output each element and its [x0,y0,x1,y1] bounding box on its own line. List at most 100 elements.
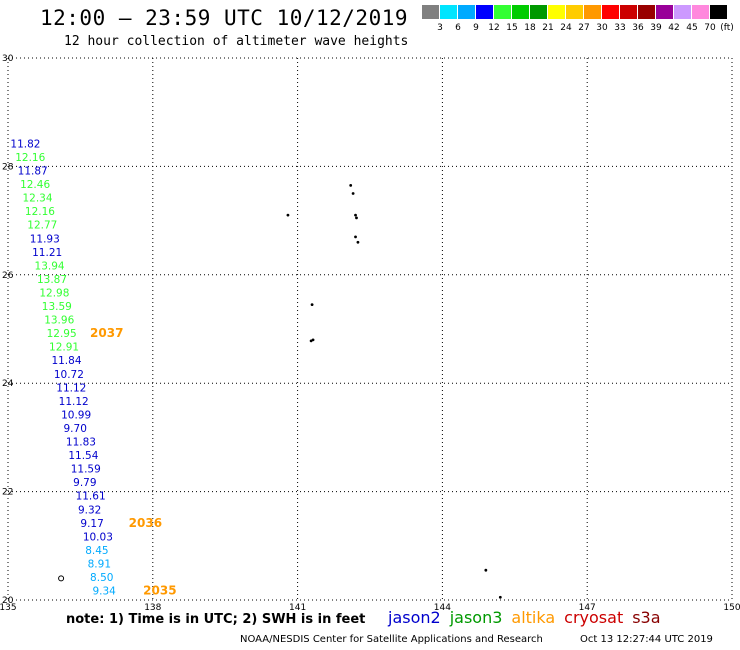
coastline-dot [354,235,357,239]
y-tick-label: 20 [2,596,14,606]
colorbar-swatch [548,5,565,19]
colorbar-label: 36 [632,23,644,33]
colorbar-swatch [512,5,529,19]
coastline-dot [484,568,488,572]
coastline-dot [354,213,357,217]
colorbar-label: 42 [668,23,680,33]
colorbar-swatch [620,5,637,19]
satellite-legend-item: altika [511,608,556,627]
x-tick-label: 141 [289,603,306,613]
swh-label: 10.99 [61,409,91,421]
swh-label: 12.77 [27,220,57,232]
coastline-dot [356,240,360,244]
coastline-dot [498,595,502,599]
colorbar-swatch [710,5,727,19]
coastline-dot [355,216,358,220]
footer-timestamp: Oct 13 12:27:44 UTC 2019 [580,634,713,645]
wave-height-colorbar: 3 6 9 12 15 18 21 24 27 30 33 36 39 42 45 70 (ft) [422,5,734,37]
satellite-legend-item: s3a [632,608,661,627]
colorbar-label: 24 [560,23,572,33]
colorbar-swatch [692,5,709,19]
colorbar-label: 3 [437,23,443,33]
x-tick-label: 135 [0,603,17,613]
swh-label: 12.16 [25,206,55,218]
satellite-legend-item: jason2 [388,608,441,627]
colorbar-label: 45 [686,23,698,33]
colorbar-label: 70 [704,23,716,33]
y-tick-label: 30 [2,54,14,64]
x-tick-label: 138 [144,603,161,613]
colorbar-unit: (ft) [720,23,734,33]
swh-label: 13.87 [37,274,67,286]
swh-label: 9.32 [78,504,101,516]
satellite-legend-item: jason3 [449,608,503,627]
swh-label: 11.83 [66,437,96,449]
colorbar-swatch [476,5,493,19]
coastline-dot [351,192,355,195]
colorbar-swatch [674,5,691,19]
colorbar-label: 33 [614,23,626,33]
swh-label: 11.12 [59,396,89,408]
colorbar-swatch [440,5,457,19]
time-label: 2036 [129,516,162,530]
colorbar-label: 27 [578,23,590,33]
satellite-legend: jason2 jason3 altika cryosat s3a [388,608,670,627]
swh-label: 12.46 [20,179,50,191]
swh-label: 9.17 [80,518,103,530]
time-label: 2037 [90,326,123,340]
colorbar-swatch [584,5,601,19]
y-tick-label: 28 [2,162,14,172]
swh-label: 8.50 [90,572,113,584]
swh-label: 13.59 [42,301,72,313]
swh-label: 11.21 [32,247,62,259]
units-note: note: 1) Time is in UTC; 2) SWH is in fe… [66,612,366,627]
colorbar-label: 18 [524,23,536,33]
coastline-dot [310,303,314,307]
swh-label: 11.82 [10,138,40,150]
colorbar-swatch [458,5,475,19]
colorbar-label: 6 [455,23,461,33]
swh-label: 11.93 [30,233,60,245]
colorbar-swatch [656,5,673,19]
swh-label: 12.16 [15,152,45,164]
swh-label: 11.54 [68,450,98,462]
ring-marker [58,575,65,582]
swh-label: 9.34 [92,586,116,598]
satellite-legend-item: cryosat [564,608,624,627]
swh-label: 10.72 [54,369,84,381]
chart-subtitle: 12 hour collection of altimeter wave hei… [64,34,409,49]
colorbar-swatch [530,5,547,19]
swh-label: 11.84 [51,355,81,367]
coastline-dot [309,339,313,343]
x-tick-label: 147 [579,603,596,613]
colorbar-label: 30 [596,23,608,33]
swh-label: 9.70 [64,423,87,435]
coastline-dot [349,183,353,187]
swh-label: 12.91 [49,342,79,354]
swh-label: 11.12 [56,382,86,394]
swh-label: 12.95 [47,328,77,340]
colorbar-swatch [422,5,439,19]
swh-label: 12.98 [39,287,69,299]
colorbar-label: 39 [650,23,662,33]
x-tick-label: 150 [723,603,740,613]
chart-title: 12:00 – 23:59 UTC 10/12/2019 [40,6,409,30]
x-tick-label: 144 [434,603,451,613]
y-tick-label: 22 [2,488,13,498]
colorbar-label: 15 [506,23,518,33]
swh-label: 9.79 [73,477,96,489]
colorbar-label: 21 [542,23,554,33]
swh-label: 10.03 [83,531,113,543]
footer-credit: NOAA/NESDIS Center for Satellite Applica… [240,634,543,645]
coastline-dot [286,213,290,217]
time-label: 2035 [143,584,176,598]
colorbar-swatch [602,5,619,19]
colorbar-swatch [638,5,655,19]
swh-label: 13.96 [44,315,74,327]
swh-label: 11.61 [76,491,106,503]
y-tick-label: 24 [2,379,14,389]
colorbar-label: 9 [473,23,479,33]
y-tick-label: 26 [2,271,14,281]
colorbar-swatch [494,5,511,19]
